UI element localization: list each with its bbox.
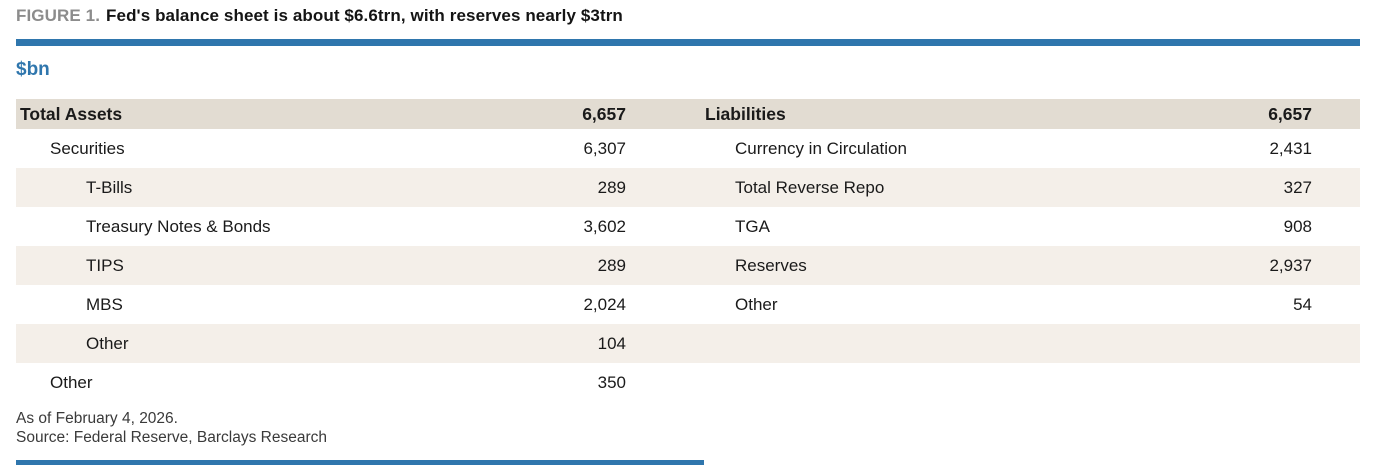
table-row: Treasury Notes & Bonds 3,602 TGA 908 xyxy=(16,207,1360,246)
assets-header-label: Total Assets xyxy=(20,103,123,124)
liabilities-header-value: 6,657 xyxy=(1268,103,1312,124)
asset-label: Treasury Notes & Bonds xyxy=(86,216,271,236)
table-row: TIPS 289 Reserves 2,937 xyxy=(16,246,1360,285)
asset-value: 3,602 xyxy=(583,216,626,236)
footnotes: As of February 4, 2026. Source: Federal … xyxy=(16,409,327,447)
liability-value: 2,937 xyxy=(1269,255,1312,275)
table-header-row: Total Assets 6,657 Liabilities 6,657 xyxy=(16,99,1360,129)
liability-label: Total Reverse Repo xyxy=(735,177,885,197)
asset-value: 6,307 xyxy=(583,138,626,158)
asset-label: Securities xyxy=(50,138,125,158)
figure-title: Fed's balance sheet is about $6.6trn, wi… xyxy=(106,6,623,25)
assets-header-value: 6,657 xyxy=(582,103,626,124)
top-rule xyxy=(16,39,1360,46)
as-of-note: As of February 4, 2026. xyxy=(16,410,178,427)
liability-label: Currency in Circulation xyxy=(735,138,907,158)
asset-value: 350 xyxy=(597,372,626,392)
asset-label: TIPS xyxy=(86,255,124,275)
units-label: $bn xyxy=(16,59,50,80)
table-row: Other 104 xyxy=(16,324,1360,363)
figure-title-row: FIGURE 1. Fed's balance sheet is about $6… xyxy=(16,6,623,26)
figure-number-label: FIGURE 1. xyxy=(16,6,101,25)
asset-label: Other xyxy=(86,333,129,353)
bottom-rule xyxy=(16,460,704,465)
asset-value: 2,024 xyxy=(583,294,626,314)
source-note: Source: Federal Reserve, Barclays Resear… xyxy=(16,429,327,446)
table-row: Securities 6,307 Currency in Circulation… xyxy=(16,129,1360,168)
asset-value: 104 xyxy=(597,333,626,353)
liability-label: Other xyxy=(735,294,778,314)
table-row: Other 350 xyxy=(16,363,1360,402)
asset-label: T-Bills xyxy=(86,177,133,197)
table-row: T-Bills 289 Total Reverse Repo 327 xyxy=(16,168,1360,207)
asset-value: 289 xyxy=(597,177,626,197)
liability-label: TGA xyxy=(735,216,770,236)
asset-label: Other xyxy=(50,372,93,392)
table-row: MBS 2,024 Other 54 xyxy=(16,285,1360,324)
liability-label: Reserves xyxy=(735,255,807,275)
liabilities-header-label: Liabilities xyxy=(705,103,786,124)
balance-sheet-table: Total Assets 6,657 Liabilities 6,657 Sec… xyxy=(16,99,1360,402)
asset-label: MBS xyxy=(86,294,123,314)
liability-value: 2,431 xyxy=(1269,138,1312,158)
liability-value: 54 xyxy=(1293,294,1312,314)
liability-value: 908 xyxy=(1283,216,1312,236)
asset-value: 289 xyxy=(597,255,626,275)
liability-value: 327 xyxy=(1283,177,1312,197)
